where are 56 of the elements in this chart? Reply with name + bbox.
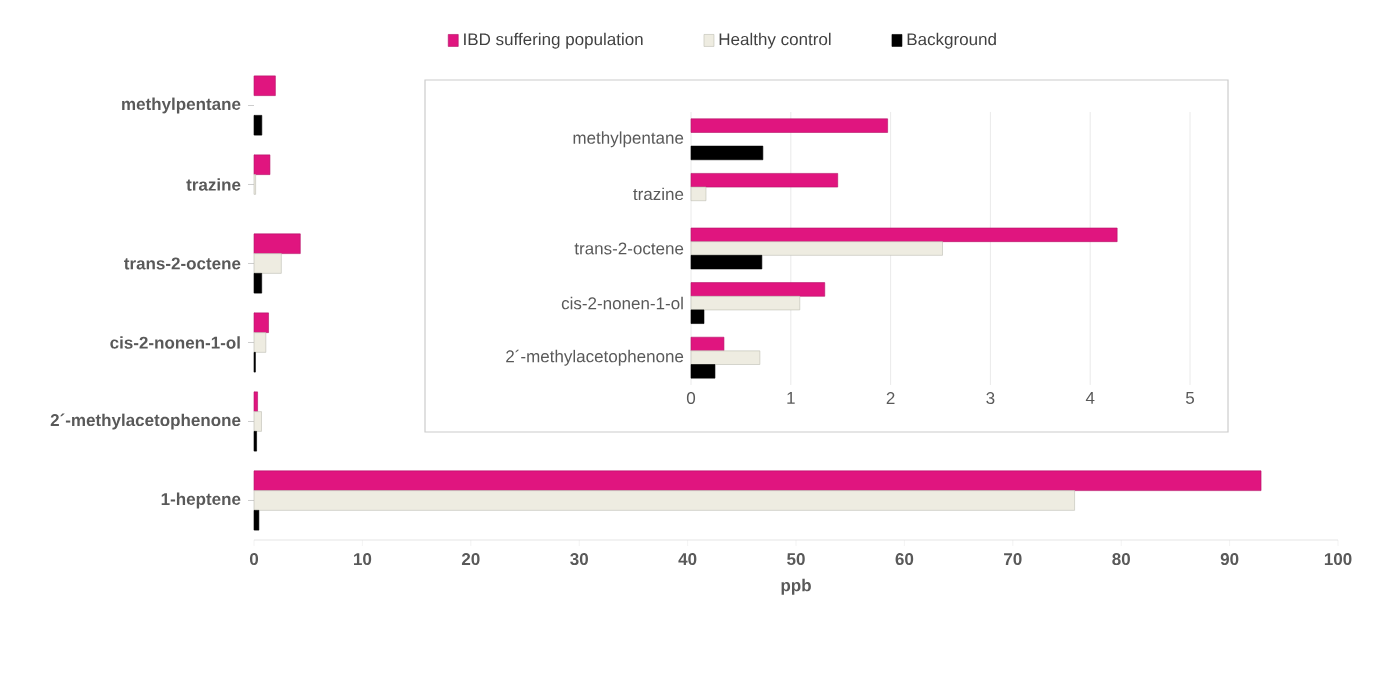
bar — [690, 350, 761, 365]
x-tick-label: 90 — [1220, 553, 1239, 566]
bar — [253, 510, 260, 531]
bar — [690, 336, 725, 352]
bar — [253, 312, 269, 333]
bar — [690, 118, 888, 133]
bar — [253, 253, 282, 274]
bar — [253, 233, 301, 254]
bar — [253, 470, 1262, 491]
x-tick-label: 1 — [787, 392, 795, 404]
x-tick-label: 60 — [895, 553, 914, 566]
x-tick-label: 20 — [461, 553, 480, 566]
bar — [253, 154, 271, 175]
bar — [253, 431, 257, 452]
x-tick-label: 10 — [354, 553, 372, 566]
y-tick-label: trans-2-octene — [574, 242, 684, 255]
bar — [253, 115, 263, 136]
x-tick-label: 50 — [787, 553, 805, 566]
bar — [690, 227, 1118, 242]
y-tick-label: trazine — [633, 187, 684, 201]
y-tick-label: trans-2-octene — [124, 257, 241, 270]
x-tick-label: 30 — [570, 553, 588, 566]
x-tick-label: 80 — [1112, 553, 1130, 566]
bar — [253, 411, 262, 432]
legend-label: Background — [907, 32, 996, 49]
x-tick-label: 100 — [1324, 553, 1352, 566]
x-tick-label: 3 — [986, 392, 995, 405]
y-tick-label: cis-2-nonen-1-ol — [110, 336, 240, 349]
bar — [690, 145, 764, 161]
y-tick-label: 2´-methylacetophenone — [50, 413, 241, 430]
legend-label: IBD suffering population — [464, 32, 643, 49]
bar — [253, 490, 1075, 511]
x-tick-label: 0 — [249, 553, 259, 566]
x-tick-label: 4 — [1085, 392, 1095, 404]
x-tick-label: 5 — [1185, 392, 1195, 404]
x-tick-label: 2 — [886, 392, 895, 404]
x-tick-label: 70 — [1004, 553, 1022, 566]
x-tick-label: 40 — [678, 553, 697, 566]
x-tick-label: 0 — [686, 392, 696, 405]
bar — [690, 173, 839, 188]
y-tick-label: 2´-methylacetophenone — [506, 349, 684, 366]
bar — [253, 391, 258, 412]
y-tick-label: methylpentane — [122, 97, 241, 114]
bar — [690, 255, 763, 270]
bar — [253, 273, 263, 294]
x-axis-title: ppb — [781, 578, 811, 595]
y-tick-label: cis-2-nonen-1-ol — [561, 296, 683, 310]
bar — [253, 75, 276, 96]
y-tick-label: 1-heptene — [161, 492, 241, 509]
y-tick-label: methylpentane — [573, 131, 684, 148]
y-tick-label: trazine — [186, 178, 241, 191]
legend-label: Healthy control — [719, 32, 831, 49]
bar — [690, 309, 705, 324]
bar — [690, 364, 716, 379]
bar — [690, 282, 826, 297]
bar — [253, 332, 267, 353]
